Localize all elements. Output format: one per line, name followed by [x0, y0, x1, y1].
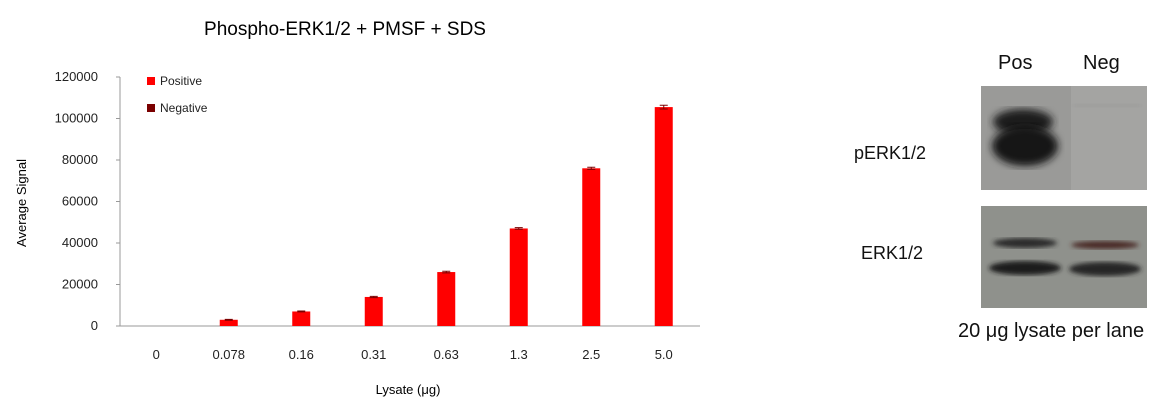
- error-bar: [587, 166, 596, 170]
- row-label-perk: pERK1/2: [854, 143, 927, 163]
- y-tick-label: 0: [91, 318, 98, 333]
- bar-positive: [654, 107, 673, 327]
- x-tick-label: 0.078: [212, 347, 245, 362]
- x-tick-label: 0.31: [361, 347, 386, 362]
- legend-label-positive: Positive: [160, 74, 202, 88]
- x-tick-label: 0: [153, 347, 160, 362]
- legend-label-negative: Negative: [160, 101, 208, 115]
- blot-caption: 20 μg lysate per lane: [958, 320, 1145, 342]
- chart-title: Phospho-ERK1/2 + PMSF + SDS: [204, 19, 486, 40]
- error-bar: [297, 310, 306, 313]
- y-tick-label: 120000: [55, 69, 98, 84]
- bar-chart: Phospho-ERK1/2 + PMSF + SDS Average Sign…: [14, 19, 700, 397]
- bar-positive: [292, 311, 311, 326]
- x-tick-labels: 0 0.078 0.16 0.31 0.63 1.3 2.5 5.0: [153, 347, 673, 362]
- x-tick-label: 0.63: [434, 347, 459, 362]
- x-axis-label: Lysate (μg): [376, 382, 441, 397]
- erk-blot-image: [981, 206, 1147, 308]
- error-bar: [659, 104, 668, 110]
- x-tick-label: 2.5: [582, 347, 600, 362]
- x-tick-label: 5.0: [655, 347, 673, 362]
- error-bar: [442, 270, 451, 274]
- error-bar: [224, 318, 233, 321]
- lane-label-pos: Pos: [998, 52, 1033, 74]
- error-bar: [514, 227, 523, 230]
- y-axis-label: Average Signal: [14, 159, 29, 247]
- y-tick-label: 100000: [55, 111, 98, 126]
- bar-positive: [509, 228, 528, 326]
- bar-positive: [582, 168, 601, 326]
- y-tick-labels: 0 20000 40000 60000 80000 100000 120000: [55, 69, 120, 333]
- legend-swatch-negative: [147, 104, 155, 112]
- y-tick-label: 80000: [62, 152, 98, 167]
- y-tick-label: 40000: [62, 235, 98, 250]
- x-tick-label: 0.16: [289, 347, 314, 362]
- perk-blot-image: [981, 86, 1147, 190]
- legend-swatch-positive: [147, 77, 155, 85]
- error-bar: [369, 295, 378, 299]
- y-tick-label: 60000: [62, 194, 98, 209]
- bar-positive: [437, 272, 456, 326]
- lane-label-neg: Neg: [1083, 52, 1120, 74]
- bar-positive: [364, 296, 383, 326]
- bars: [219, 104, 673, 327]
- bar-positive: [219, 319, 238, 326]
- y-tick-label: 20000: [62, 277, 98, 292]
- row-label-erk: ERK1/2: [861, 243, 924, 263]
- legend: Positive Negative: [147, 74, 208, 115]
- x-tick-label: 1.3: [510, 347, 528, 362]
